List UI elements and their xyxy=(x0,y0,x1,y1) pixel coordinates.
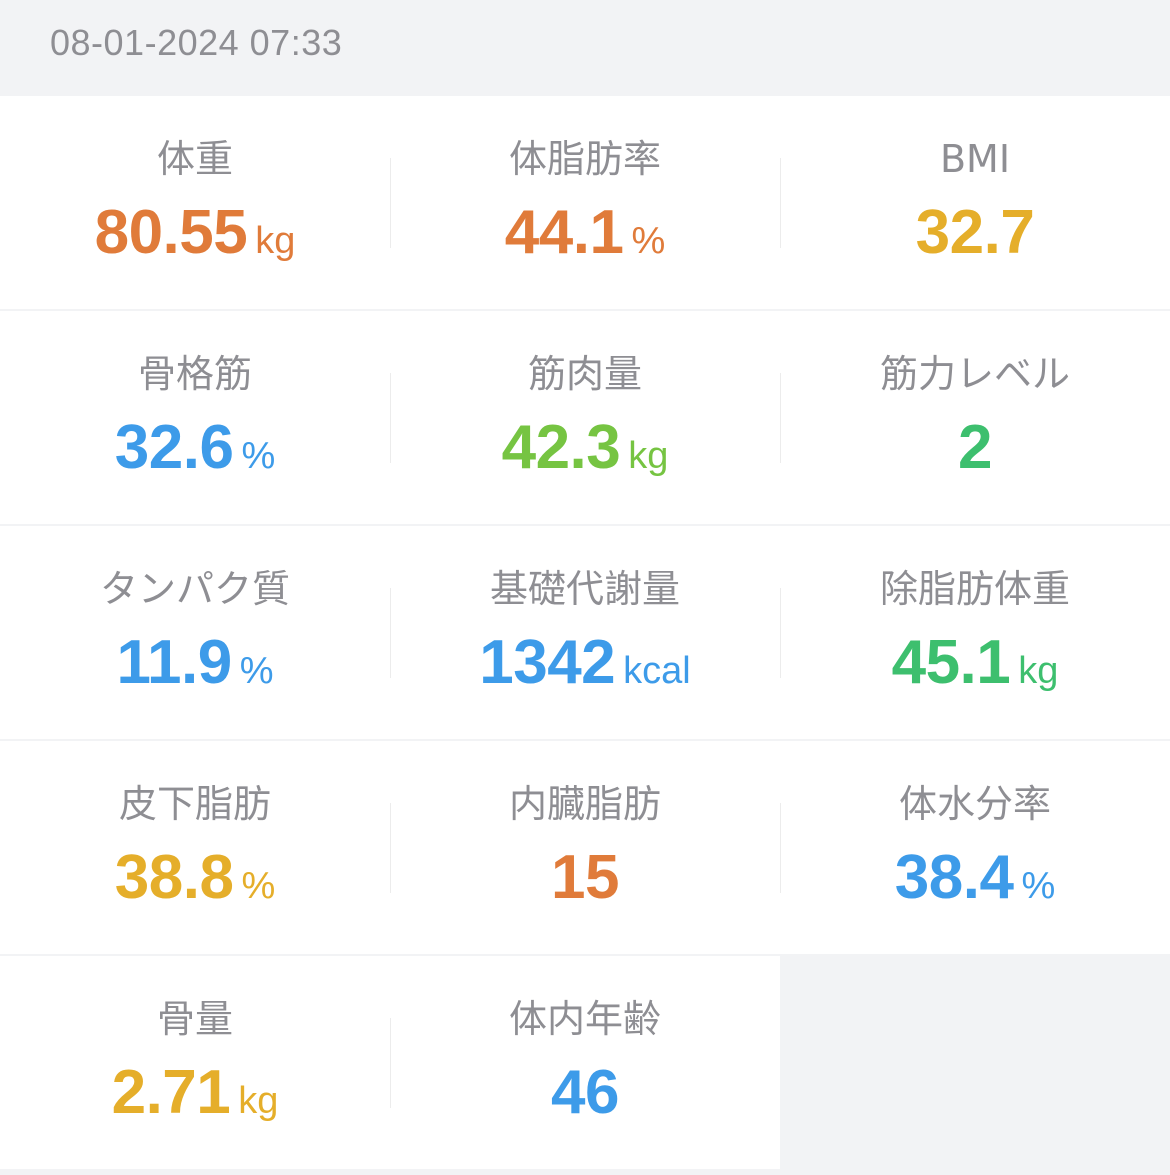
divider xyxy=(780,373,781,463)
metric-label: 体水分率 xyxy=(898,782,1051,826)
metrics-row-3: タンパク質 11.9% 基礎代謝量 1342 kcal 除脂肪体重 45.1 kg xyxy=(0,526,1170,739)
metric-label: BMI xyxy=(939,137,1011,181)
metric-value: 11.9 xyxy=(116,628,232,697)
metric-unit: kg xyxy=(628,435,669,477)
metric-body-age[interactable]: 体内年齢 46 xyxy=(390,956,780,1169)
measurement-timestamp: 08-01-2024 07:33 xyxy=(50,22,343,63)
metric-value: 2.71 xyxy=(111,1058,231,1127)
metric-label: タンパク質 xyxy=(99,567,290,611)
metrics-row-2: 骨格筋 32.6% 筋肉量 42.3 kg 筋力レベル 2 xyxy=(0,311,1170,524)
metric-label: 筋肉量 xyxy=(527,352,642,396)
metric-label: 内臓脂肪 xyxy=(508,782,661,826)
divider xyxy=(390,373,391,463)
metric-unit: kg xyxy=(255,220,296,262)
metric-unit: kg xyxy=(1018,650,1059,692)
metric-label: 骨格筋 xyxy=(137,352,252,396)
metric-unit: % xyxy=(241,435,276,477)
metric-bmi[interactable]: BMI 32.7 xyxy=(780,96,1170,309)
metric-unit: kcal xyxy=(623,650,691,692)
metric-lean-body-mass[interactable]: 除脂肪体重 45.1 kg xyxy=(780,526,1170,739)
metric-label: 骨量 xyxy=(156,997,233,1041)
metric-skeletal-muscle[interactable]: 骨格筋 32.6% xyxy=(0,311,390,524)
metric-bone-mass[interactable]: 骨量 2.71 kg xyxy=(0,956,390,1169)
divider xyxy=(780,158,781,248)
metric-subcutaneous-fat[interactable]: 皮下脂肪 38.8% xyxy=(0,741,390,954)
divider xyxy=(390,158,391,248)
metric-visceral-fat[interactable]: 内臓脂肪 15 xyxy=(390,741,780,954)
metric-label: 基礎代謝量 xyxy=(489,567,680,611)
divider xyxy=(390,1018,391,1108)
metric-value: 46 xyxy=(551,1058,619,1127)
metric-strength-level[interactable]: 筋力レベル 2 xyxy=(780,311,1170,524)
metric-unit: % xyxy=(631,220,666,262)
metric-label: 体重 xyxy=(156,137,233,181)
metric-unit: % xyxy=(1021,865,1056,907)
divider xyxy=(780,803,781,893)
metric-unit: kg xyxy=(238,1080,279,1122)
metric-label: 体内年齢 xyxy=(508,997,661,1041)
metric-label: 除脂肪体重 xyxy=(879,567,1070,611)
header: 08-01-2024 07:33 xyxy=(0,0,1170,94)
metric-value: 80.55 xyxy=(94,198,248,267)
metric-body-fat-rate[interactable]: 体脂肪率 44.1% xyxy=(390,96,780,309)
metric-protein[interactable]: タンパク質 11.9% xyxy=(0,526,390,739)
metrics-row-5: 骨量 2.71 kg 体内年齢 46 xyxy=(0,956,780,1169)
metrics-row-1: 体重 80.55 kg 体脂肪率 44.1% BMI 32.7 xyxy=(0,96,1170,309)
metric-unit: % xyxy=(239,650,274,692)
divider xyxy=(390,588,391,678)
metric-value: 44.1 xyxy=(504,198,624,267)
metric-label: 皮下脂肪 xyxy=(118,782,271,826)
metric-basal-metabolism[interactable]: 基礎代謝量 1342 kcal xyxy=(390,526,780,739)
divider xyxy=(780,588,781,678)
metric-value: 32.7 xyxy=(915,198,1035,267)
metric-value: 45.1 xyxy=(891,628,1011,697)
metric-value: 38.4 xyxy=(894,843,1014,912)
metric-value: 1342 xyxy=(479,628,616,697)
metric-value: 32.6 xyxy=(114,413,234,482)
metric-weight[interactable]: 体重 80.55 kg xyxy=(0,96,390,309)
metric-value: 15 xyxy=(551,843,619,912)
metric-label: 体脂肪率 xyxy=(508,137,661,181)
metric-value: 2 xyxy=(958,413,992,482)
metric-muscle-mass[interactable]: 筋肉量 42.3 kg xyxy=(390,311,780,524)
metric-unit: % xyxy=(241,865,276,907)
metrics-row-4: 皮下脂肪 38.8% 内臓脂肪 15 体水分率 38.4% xyxy=(0,741,1170,954)
metric-value: 42.3 xyxy=(501,413,621,482)
metric-value: 38.8 xyxy=(114,843,234,912)
metric-label: 筋力レベル xyxy=(879,352,1070,396)
metric-body-water[interactable]: 体水分率 38.4% xyxy=(780,741,1170,954)
divider xyxy=(390,803,391,893)
